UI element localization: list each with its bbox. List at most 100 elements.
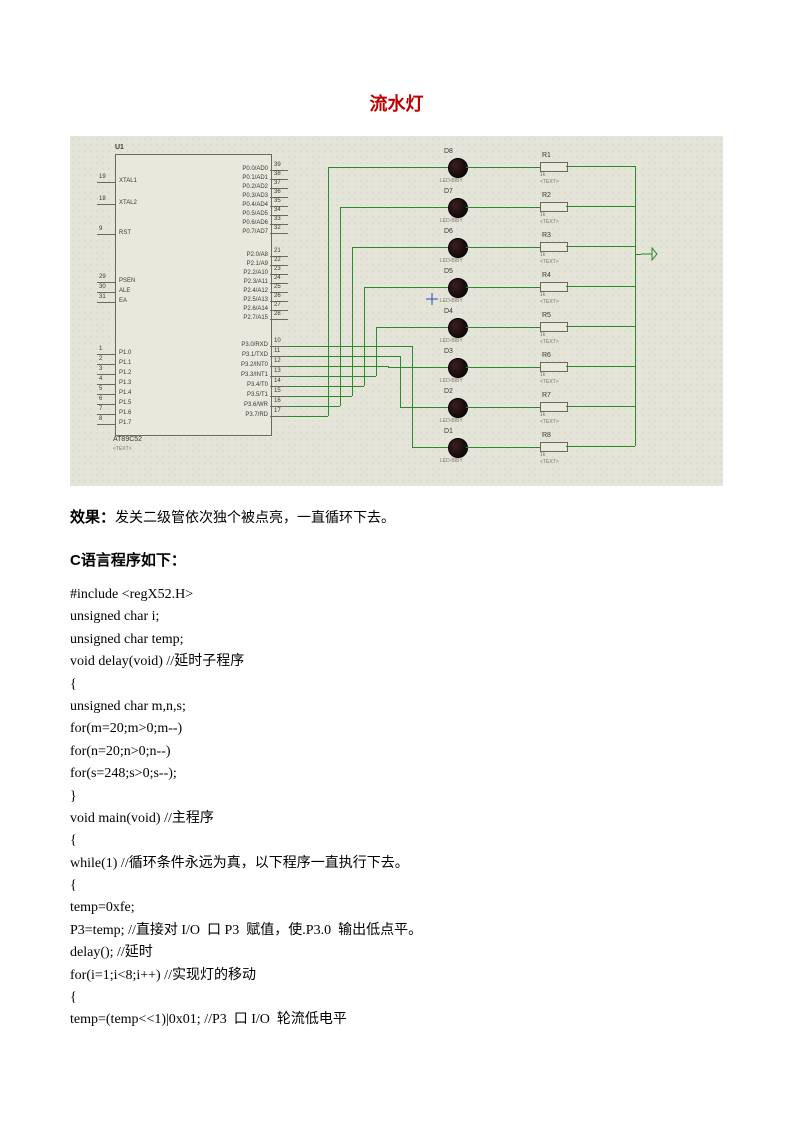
resistor-text: <TEXT>	[540, 379, 559, 385]
wire	[288, 376, 376, 377]
wire	[466, 287, 540, 288]
pin-num: 36	[274, 189, 281, 195]
led	[448, 358, 468, 378]
pin-label: ALE	[119, 288, 130, 294]
resistor-val: 1k	[540, 172, 545, 178]
resistor-text: <TEXT>	[540, 419, 559, 425]
pin-label: P0.5/AD5	[224, 211, 268, 217]
pin-num: 14	[274, 378, 281, 384]
resistor-ref: R6	[542, 352, 551, 359]
pin-label: P0.4/AD4	[224, 202, 268, 208]
pin-num: 28	[274, 311, 281, 317]
pin-line	[270, 366, 288, 367]
resistor	[540, 322, 568, 332]
pin-line	[270, 386, 288, 387]
wire	[400, 356, 401, 407]
pin-num: 34	[274, 207, 281, 213]
pin-num: 10	[274, 338, 281, 344]
wire	[288, 356, 400, 357]
pin-label: P1.0	[119, 350, 131, 356]
effect-text: 发关二级管依次独个被点亮，一直循环下去。	[115, 509, 395, 525]
pin-label: PSEN	[119, 278, 135, 284]
pin-label: P0.1/AD1	[224, 175, 268, 181]
pin-label: P1.6	[119, 410, 131, 416]
pin-label: XTAL1	[119, 178, 137, 184]
wire	[466, 167, 540, 168]
pin-num: 32	[274, 225, 281, 231]
pin-line	[97, 282, 115, 283]
pin-num: 33	[274, 216, 281, 222]
pin-label: P2.1/A9	[224, 261, 268, 267]
pin-num: 22	[274, 257, 281, 263]
led	[448, 278, 468, 298]
wire	[288, 346, 412, 347]
led	[448, 438, 468, 458]
resistor-text: <TEXT>	[540, 259, 559, 265]
pin-line	[97, 384, 115, 385]
led-text: LED-BIBY	[440, 298, 463, 304]
led-ref: D7	[444, 188, 453, 195]
pin-label: P3.3/INT1	[224, 372, 268, 378]
pin-line	[97, 364, 115, 365]
wire	[288, 396, 352, 397]
wire	[466, 207, 540, 208]
pin-label: P2.3/A11	[224, 279, 268, 285]
led	[448, 398, 468, 418]
pin-line	[97, 234, 115, 235]
pin-num: 26	[274, 293, 281, 299]
pin-label: P0.3/AD3	[224, 193, 268, 199]
pin-label: P2.7/A15	[224, 315, 268, 321]
wire	[412, 346, 413, 447]
led	[448, 198, 468, 218]
wire	[328, 167, 329, 416]
led-text: LED-BIBY	[440, 218, 463, 224]
resistor	[540, 162, 568, 172]
resistor-ref: R3	[542, 232, 551, 239]
pin-label: P1.7	[119, 420, 131, 426]
resistor-val: 1k	[540, 332, 545, 338]
resistor-ref: R8	[542, 432, 551, 439]
wire	[352, 247, 448, 248]
resistor-ref: R7	[542, 392, 551, 399]
led-ref: D8	[444, 148, 453, 155]
wire	[364, 287, 365, 386]
pin-num: 9	[99, 226, 102, 232]
wire	[288, 406, 340, 407]
pin-num: 7	[99, 406, 102, 412]
wire	[340, 207, 448, 208]
resistor-text: <TEXT>	[540, 459, 559, 465]
wire	[400, 407, 448, 408]
pin-num: 38	[274, 171, 281, 177]
resistor-ref: R1	[542, 152, 551, 159]
resistor-val: 1k	[540, 252, 545, 258]
wire	[412, 447, 448, 448]
resistor	[540, 402, 568, 412]
pin-label: P2.2/A10	[224, 270, 268, 276]
pin-label: P3.1/TXD	[224, 352, 268, 358]
pin-label: P1.1	[119, 360, 131, 366]
pin-num: 12	[274, 358, 281, 364]
resistor-val: 1k	[540, 292, 545, 298]
pin-line	[97, 302, 115, 303]
pin-num: 23	[274, 266, 281, 272]
wire	[352, 247, 353, 396]
chip-part: AT89C52	[113, 436, 142, 443]
chip-text-label: <TEXT>	[113, 446, 132, 452]
code-block: #include <regX52.H> unsigned char i; uns…	[70, 584, 723, 1032]
pin-num: 31	[99, 294, 106, 300]
wire	[566, 446, 635, 447]
pin-line	[270, 356, 288, 357]
pin-label: P1.3	[119, 380, 131, 386]
pin-line	[270, 233, 288, 234]
resistor	[540, 282, 568, 292]
pin-label: RST	[119, 230, 131, 236]
pin-num: 2	[99, 356, 102, 362]
wire	[566, 326, 635, 327]
wire	[364, 287, 448, 288]
pin-num: 27	[274, 302, 281, 308]
pin-num: 17	[274, 408, 281, 414]
pin-label: P3.7/RD	[224, 412, 268, 418]
led-text: LED-BIBY	[440, 178, 463, 184]
wire	[566, 406, 635, 407]
pin-line	[97, 424, 115, 425]
